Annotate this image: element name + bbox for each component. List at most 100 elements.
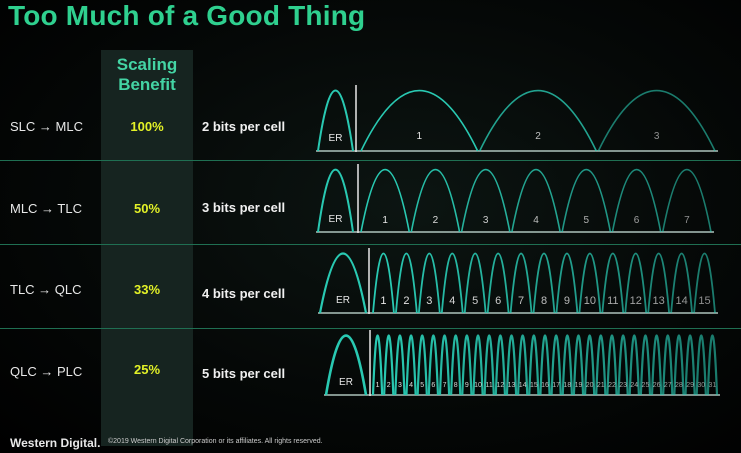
state-curve [661, 168, 712, 233]
state-label: 14 [519, 382, 527, 389]
state-label: 25 [642, 382, 650, 389]
row-bits-mlc-tlc: 3 bits per cell [202, 200, 286, 215]
scaling-header-line-1: Scaling [116, 55, 178, 74]
state-curve [673, 334, 685, 396]
state-label: 6 [495, 295, 501, 307]
distribution-row: ER 1 2 3 [316, 85, 718, 152]
state-curve [606, 334, 618, 396]
state-label: 2 [403, 295, 409, 307]
state-curve [416, 334, 428, 396]
state-curve [511, 168, 561, 233]
distribution-row: ER 1 2 3 4 5 6 7 8 9 10 11 12 13 14 15 [318, 248, 718, 314]
state-label: 11 [486, 382, 493, 389]
distribution-row: ER 1 2 3 4 5 6 7 8 9 10 11 12 13 14 15 16 17 18 19 20 21 22 23 2… [324, 330, 720, 396]
state-curve [372, 252, 395, 314]
state-label: 31 [709, 382, 717, 389]
state-curve [578, 252, 602, 314]
state-label: 9 [564, 295, 570, 307]
state-label: 8 [541, 295, 547, 307]
state-curve [395, 252, 418, 314]
state-label: 8 [454, 382, 458, 389]
state-label: 7 [443, 382, 447, 389]
state-label: 5 [420, 382, 424, 389]
state-curve [463, 252, 487, 314]
state-label: 14 [675, 295, 687, 307]
state-curve [561, 334, 574, 396]
state-label: 2 [433, 215, 439, 226]
row-bits-slc-mlc: 2 bits per cell [202, 119, 286, 134]
state-curve [555, 252, 579, 314]
copyright-notice: ©2019 Western Digital Corporation or its… [108, 438, 323, 445]
state-label: 3 [654, 131, 660, 142]
state-label: 28 [675, 382, 683, 389]
state-label: 20 [586, 382, 594, 389]
state-label: 3 [426, 295, 432, 307]
state-label: 10 [584, 295, 596, 307]
state-label: 10 [474, 382, 482, 389]
state-curve [360, 90, 479, 152]
state-label: 19 [575, 382, 583, 389]
state-curve [427, 334, 440, 396]
state-curve [684, 334, 696, 396]
state-label: 30 [697, 382, 705, 389]
state-curve [595, 334, 607, 396]
state-label: 13 [653, 295, 665, 307]
state-label: 15 [530, 382, 538, 389]
state-curve [410, 168, 461, 233]
state-label: 1 [417, 131, 423, 142]
row-benefit-slc-mlc: 100% [130, 119, 164, 134]
state-label: 13 [508, 382, 516, 389]
erased-state-curve [317, 89, 354, 152]
state-curve [706, 334, 719, 396]
state-curve [360, 168, 411, 233]
scaling-benefit-column [101, 50, 193, 446]
row-transition-tlc-qlc: TLC → QLC [10, 282, 82, 297]
state-curve [583, 334, 596, 396]
state-curve [505, 334, 518, 396]
state-label: 3 [398, 382, 402, 389]
state-curve [647, 252, 671, 314]
state-curve [483, 334, 495, 396]
state-curve [450, 334, 462, 396]
state-curve [405, 334, 417, 396]
state-curve [478, 90, 598, 152]
row-bits-tlc-qlc: 4 bits per cell [202, 286, 286, 301]
state-label: 22 [608, 382, 616, 389]
row-benefit-mlc-tlc: 50% [133, 201, 161, 216]
state-label: 4 [449, 295, 455, 307]
state-curve [561, 168, 612, 233]
state-label: 2 [387, 382, 391, 389]
state-curve [516, 334, 529, 396]
state-curve [394, 334, 406, 396]
state-label: 9 [465, 382, 469, 389]
state-curve [628, 334, 640, 396]
state-curve [601, 252, 625, 314]
state-label: 7 [684, 215, 690, 226]
er-label: ER [329, 133, 343, 144]
state-curve [461, 334, 473, 396]
state-curve [624, 252, 648, 314]
state-curve [617, 334, 629, 396]
state-label: 5 [584, 215, 590, 226]
row-bits-qlc-plc: 5 bits per cell [202, 366, 286, 381]
state-label: 4 [409, 382, 413, 389]
state-curve [572, 334, 585, 396]
state-curve [597, 90, 716, 152]
erased-state-curve [318, 252, 368, 314]
state-curve [528, 334, 540, 396]
state-label: 17 [552, 382, 560, 389]
state-label: 12 [496, 382, 504, 389]
state-label: 6 [634, 215, 640, 226]
state-curve [438, 334, 451, 396]
state-label: 16 [541, 382, 549, 389]
state-curve [695, 334, 707, 396]
state-label: 12 [630, 295, 642, 307]
state-label: 23 [619, 382, 627, 389]
row-transition-mlc-tlc: MLC → TLC [10, 201, 82, 216]
er-label: ER [336, 295, 350, 306]
state-label: 15 [698, 295, 710, 307]
state-curve [693, 252, 716, 314]
state-curve [532, 252, 556, 314]
